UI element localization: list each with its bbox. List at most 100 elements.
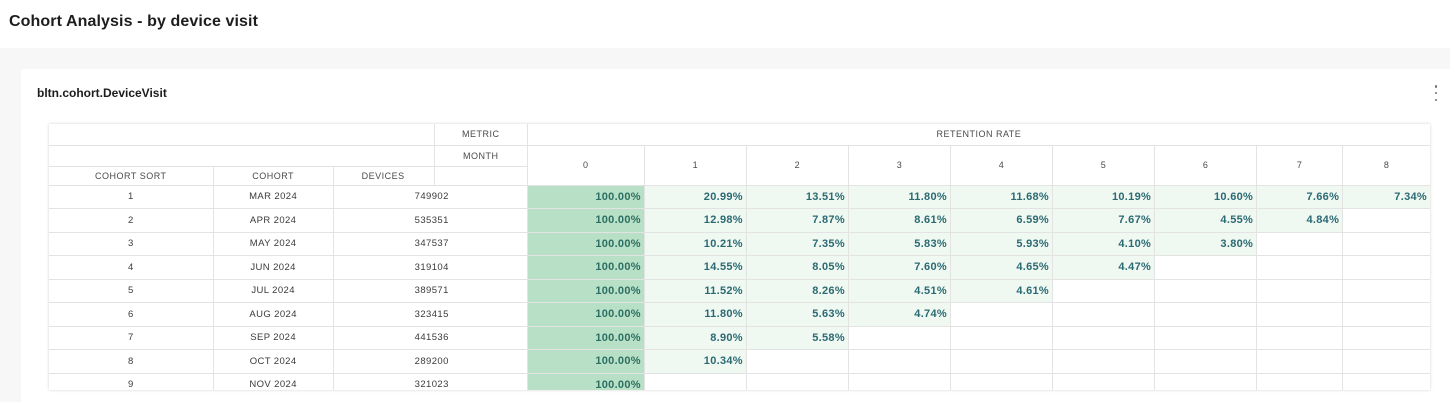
header-blank [49, 124, 435, 146]
table-row: 8 OCT 2024 289200 100.00% 10.34% [49, 349, 1430, 374]
col-header-blank [433, 165, 528, 186]
cohort-cell: APR 2024 [212, 208, 334, 233]
retention-cell: 8.26% [745, 279, 849, 303]
table-row: 7 SEP 2024 441536 100.00% 8.90% 5.58% [49, 326, 1430, 350]
retention-cell: 4.51% [847, 279, 951, 303]
metric-value: RETENTION RATE [526, 124, 1430, 146]
empty-cell [1052, 302, 1155, 327]
empty-cell [949, 302, 1053, 327]
empty-cell [1154, 326, 1257, 350]
empty-cell [643, 373, 747, 390]
retention-cell: 7.35% [745, 232, 849, 256]
retention-cell: 3.80% [1154, 232, 1257, 256]
retention-cell: 7.66% [1256, 185, 1343, 209]
devices-cell: 347537 [332, 232, 528, 256]
retention-cell: 7.34% [1342, 185, 1430, 209]
devices-cell: 321023 [332, 373, 528, 390]
empty-cell [847, 349, 951, 374]
retention-cell: 5.83% [847, 232, 951, 256]
month-header-3[interactable]: 3 [847, 145, 951, 186]
retention-cell: 100.00% [526, 279, 645, 303]
empty-cell [1342, 326, 1430, 350]
empty-cell [1052, 349, 1155, 374]
empty-cell [1154, 349, 1257, 374]
retention-cell: 4.65% [949, 255, 1053, 280]
col-header-cohort-sort[interactable]: COHORT SORT [49, 165, 214, 186]
retention-cell: 11.80% [643, 302, 747, 327]
month-header-2[interactable]: 2 [745, 145, 849, 186]
empty-cell [1342, 255, 1430, 280]
devices-cell: 749902 [332, 185, 528, 209]
cohort-cell: SEP 2024 [212, 326, 334, 350]
retention-cell: 4.74% [847, 302, 951, 327]
retention-cell: 20.99% [643, 185, 747, 209]
retention-cell: 7.67% [1052, 208, 1155, 233]
empty-cell [1342, 279, 1430, 303]
retention-cell: 11.80% [847, 185, 951, 209]
empty-cell [1342, 349, 1430, 374]
devices-cell: 535351 [332, 208, 528, 233]
retention-cell: 10.60% [1154, 185, 1257, 209]
retention-cell: 10.34% [643, 349, 747, 374]
cohort-cell: NOV 2024 [212, 373, 334, 390]
cohort-cell: MAY 2024 [212, 232, 334, 256]
month-header-5[interactable]: 5 [1052, 145, 1155, 186]
col-header-cohort[interactable]: COHORT [212, 165, 334, 186]
kebab-menu-icon[interactable] [1430, 85, 1442, 101]
cohort-sort-cell: 2 [49, 208, 214, 233]
empty-cell [1154, 255, 1257, 280]
empty-cell [949, 373, 1053, 390]
empty-cell [1256, 255, 1343, 280]
empty-cell [1342, 302, 1430, 327]
retention-cell: 100.00% [526, 185, 645, 209]
empty-cell [1342, 232, 1430, 256]
retention-cell: 7.60% [847, 255, 951, 280]
retention-cell: 100.00% [526, 208, 645, 233]
cohort-sort-cell: 9 [49, 373, 214, 390]
month-header-7[interactable]: 7 [1256, 145, 1343, 186]
empty-cell [1256, 373, 1343, 390]
page-title: Cohort Analysis - by device visit [9, 13, 259, 30]
devices-cell: 319104 [332, 255, 528, 280]
retention-cell: 7.87% [745, 208, 849, 233]
empty-cell [1256, 326, 1343, 350]
retention-cell: 8.05% [745, 255, 849, 280]
month-header-4[interactable]: 4 [949, 145, 1053, 186]
empty-cell [745, 349, 849, 374]
month-header-6[interactable]: 6 [1154, 145, 1257, 186]
empty-cell [1342, 373, 1430, 390]
empty-cell [1256, 232, 1343, 256]
retention-cell: 13.51% [745, 185, 849, 209]
retention-cell: 5.93% [949, 232, 1053, 256]
month-header-1[interactable]: 1 [643, 145, 747, 186]
empty-cell [847, 326, 951, 350]
col-header-devices[interactable]: DEVICES [332, 165, 435, 186]
retention-cell: 100.00% [526, 255, 645, 280]
empty-cell [745, 373, 849, 390]
cohort-sort-cell: 1 [49, 185, 214, 209]
retention-cell: 100.00% [526, 326, 645, 350]
table-row: 5 JUL 2024 389571 100.00% 11.52% 8.26% 4.51% 4.… [49, 279, 1430, 303]
empty-cell [1256, 279, 1343, 303]
table-row: 9 NOV 2024 321023 100.00% [49, 373, 1430, 390]
empty-cell [1154, 279, 1257, 303]
retention-cell: 4.55% [1154, 208, 1257, 233]
empty-cell [1154, 302, 1257, 327]
devices-cell: 389571 [332, 279, 528, 303]
cohort-sort-cell: 7 [49, 326, 214, 350]
devices-cell: 323415 [332, 302, 528, 327]
table-row: 3 MAY 2024 347537 100.00% 10.21% 7.35% 5.83% 5.… [49, 232, 1430, 256]
empty-cell [1052, 279, 1155, 303]
cohort-sort-cell: 8 [49, 349, 214, 374]
month-header-8[interactable]: 8 [1342, 145, 1430, 186]
devices-cell: 289200 [332, 349, 528, 374]
cohort-cell: OCT 2024 [212, 349, 334, 374]
retention-cell: 11.68% [949, 185, 1053, 209]
retention-cell: 100.00% [526, 373, 645, 390]
month-header-0[interactable]: 0 [526, 145, 645, 186]
cohort-cell: MAR 2024 [212, 185, 334, 209]
table-row: 4 JUN 2024 319104 100.00% 14.55% 8.05% 7.60% 4.… [49, 255, 1430, 280]
empty-cell [949, 349, 1053, 374]
table-row: 6 AUG 2024 323415 100.00% 11.80% 5.63% 4.74% [49, 302, 1430, 327]
